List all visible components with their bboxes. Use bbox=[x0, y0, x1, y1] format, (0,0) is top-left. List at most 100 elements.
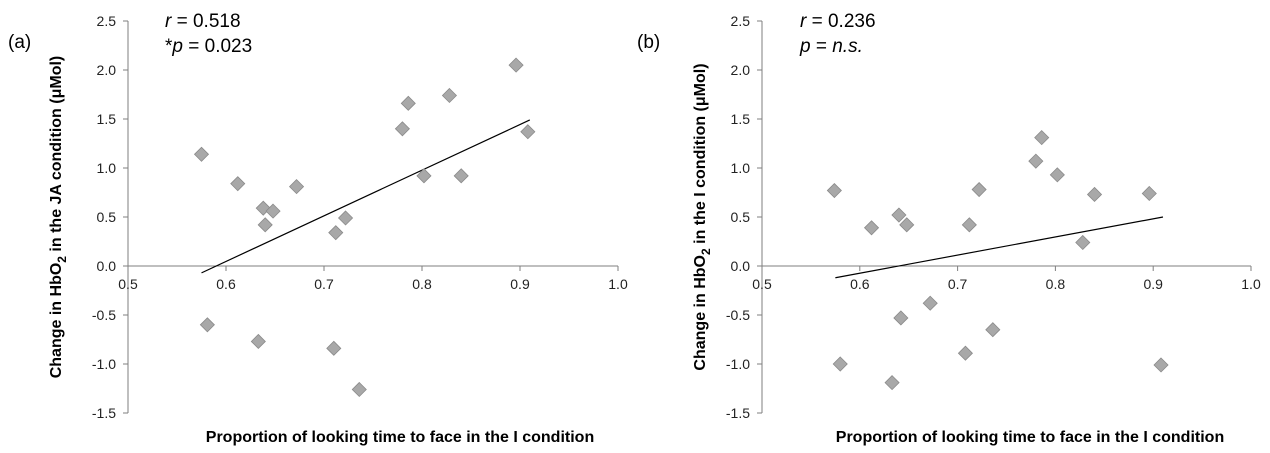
regression-line bbox=[201, 119, 531, 274]
panel-label: (a) bbox=[8, 32, 31, 53]
stat-p-prefix: * bbox=[165, 36, 173, 57]
y-tick-label: 1.5 bbox=[97, 111, 117, 127]
x-tick-label: 1.0 bbox=[1241, 276, 1261, 292]
data-point bbox=[326, 340, 342, 356]
stat-p-equals: = bbox=[811, 36, 833, 57]
stat-p: *p = 0.023 bbox=[165, 36, 252, 57]
y-tick-label: 1.5 bbox=[731, 111, 751, 127]
data-point bbox=[826, 182, 842, 199]
y-tick-label: -1.0 bbox=[92, 356, 116, 372]
data-point bbox=[250, 333, 266, 350]
data-point bbox=[508, 57, 524, 73]
y-tick-label: -1.0 bbox=[726, 356, 750, 372]
x-axis-title: Proportion of looking time to face in th… bbox=[836, 429, 1224, 446]
y-tick-label: -0.5 bbox=[726, 307, 750, 323]
data-point bbox=[400, 95, 416, 111]
data-point bbox=[288, 179, 305, 195]
data-point bbox=[1141, 185, 1157, 202]
data-point bbox=[337, 210, 354, 226]
data-point bbox=[257, 217, 273, 233]
stat-r: r = 0.518 bbox=[165, 11, 241, 32]
stat-p-symbol: p bbox=[799, 36, 811, 57]
data-point bbox=[891, 207, 907, 223]
stat-r-symbol: r bbox=[800, 11, 807, 32]
data-point bbox=[1075, 234, 1091, 251]
data-point bbox=[441, 87, 458, 104]
x-tick-label: 1.0 bbox=[608, 276, 628, 292]
x-tick-label: 0.9 bbox=[1143, 276, 1163, 292]
y-axis-title: Change in HbO2 in the JA condition (μMol… bbox=[48, 56, 69, 379]
y-axis-title-post: in the I condition (μMol) bbox=[692, 63, 709, 248]
stat-p: p = n.s. bbox=[799, 36, 863, 57]
x-tick-label: 0.6 bbox=[216, 276, 236, 292]
y-axis-title-subscript: 2 bbox=[699, 248, 713, 255]
panel-b: (b)-1.5-1.0-0.50.00.51.01.52.02.50.5 0.6 0… bbox=[637, 11, 1261, 446]
data-point bbox=[351, 381, 367, 398]
data-point bbox=[1028, 153, 1044, 169]
regression-line bbox=[835, 216, 1164, 279]
y-tick-label: 0.5 bbox=[731, 209, 751, 225]
stat-r-value: = 0.518 bbox=[171, 11, 240, 32]
x-tick-label: 0.5 bbox=[118, 276, 138, 292]
stat-p-symbol: p bbox=[171, 36, 183, 57]
data-point bbox=[1049, 167, 1065, 183]
y-tick-label: 1.0 bbox=[97, 160, 117, 176]
y-tick-label: 2.0 bbox=[731, 62, 751, 78]
panel-a: (a)-1.5-1.0-0.50.00.51.01.52.02.50.5 0.6 0… bbox=[8, 11, 628, 446]
y-tick-label: 0.0 bbox=[731, 258, 751, 274]
y-tick-label: -1.5 bbox=[726, 405, 750, 421]
y-tick-label: 2.5 bbox=[731, 13, 751, 29]
y-axis-title-post: in the JA condition (μMol) bbox=[48, 56, 65, 256]
data-point bbox=[1086, 186, 1103, 203]
data-point bbox=[893, 310, 909, 326]
x-tick-label: 0.6 bbox=[850, 276, 870, 292]
x-tick-label: 0.7 bbox=[314, 276, 334, 292]
y-tick-label: 2.0 bbox=[97, 62, 117, 78]
data-point bbox=[520, 124, 536, 140]
y-tick-label: -1.5 bbox=[92, 405, 116, 421]
y-axis-title-pre: Change in HbO bbox=[692, 255, 709, 371]
y-tick-label: 1.0 bbox=[731, 160, 751, 176]
data-point bbox=[832, 356, 848, 372]
data-point bbox=[957, 345, 973, 361]
y-tick-label: 2.5 bbox=[97, 13, 117, 29]
x-tick-label: 0.8 bbox=[412, 276, 432, 292]
data-point bbox=[265, 203, 281, 219]
y-tick-label: 0.0 bbox=[97, 258, 117, 274]
data-point bbox=[453, 168, 469, 184]
y-axis-title-pre: Change in HbO bbox=[48, 263, 65, 379]
stat-p-value: n.s. bbox=[832, 36, 863, 57]
x-tick-label: 0.5 bbox=[752, 276, 772, 292]
data-point bbox=[394, 121, 410, 137]
y-tick-label: 0.5 bbox=[97, 209, 117, 225]
data-point bbox=[961, 217, 977, 233]
x-tick-label: 0.9 bbox=[510, 276, 530, 292]
stat-r: r = 0.236 bbox=[800, 11, 876, 32]
data-point bbox=[899, 217, 915, 233]
data-point bbox=[863, 220, 880, 236]
x-tick-label: 0.7 bbox=[948, 276, 968, 292]
data-point bbox=[328, 225, 344, 241]
data-point bbox=[1034, 130, 1050, 146]
stat-r-value: = 0.236 bbox=[806, 11, 875, 32]
stat-p-equals: = bbox=[183, 36, 205, 57]
data-point bbox=[1153, 357, 1169, 373]
panel-label: (b) bbox=[637, 32, 660, 53]
data-point bbox=[884, 375, 900, 391]
data-point bbox=[193, 146, 210, 162]
y-tick-label: -0.5 bbox=[92, 307, 116, 323]
stat-r-symbol: r bbox=[165, 11, 172, 32]
y-axis-title-subscript: 2 bbox=[55, 256, 69, 263]
data-point bbox=[230, 176, 246, 192]
data-point bbox=[199, 317, 215, 333]
y-axis-title: Change in HbO2 in the I condition (μMol) bbox=[692, 63, 713, 370]
data-point bbox=[971, 181, 987, 198]
stat-p-value: 0.023 bbox=[205, 36, 253, 57]
data-point bbox=[416, 168, 432, 184]
data-point bbox=[985, 322, 1001, 338]
x-axis-title: Proportion of looking time to face in th… bbox=[206, 429, 594, 446]
data-point bbox=[922, 295, 938, 311]
x-tick-label: 0.8 bbox=[1046, 276, 1066, 292]
